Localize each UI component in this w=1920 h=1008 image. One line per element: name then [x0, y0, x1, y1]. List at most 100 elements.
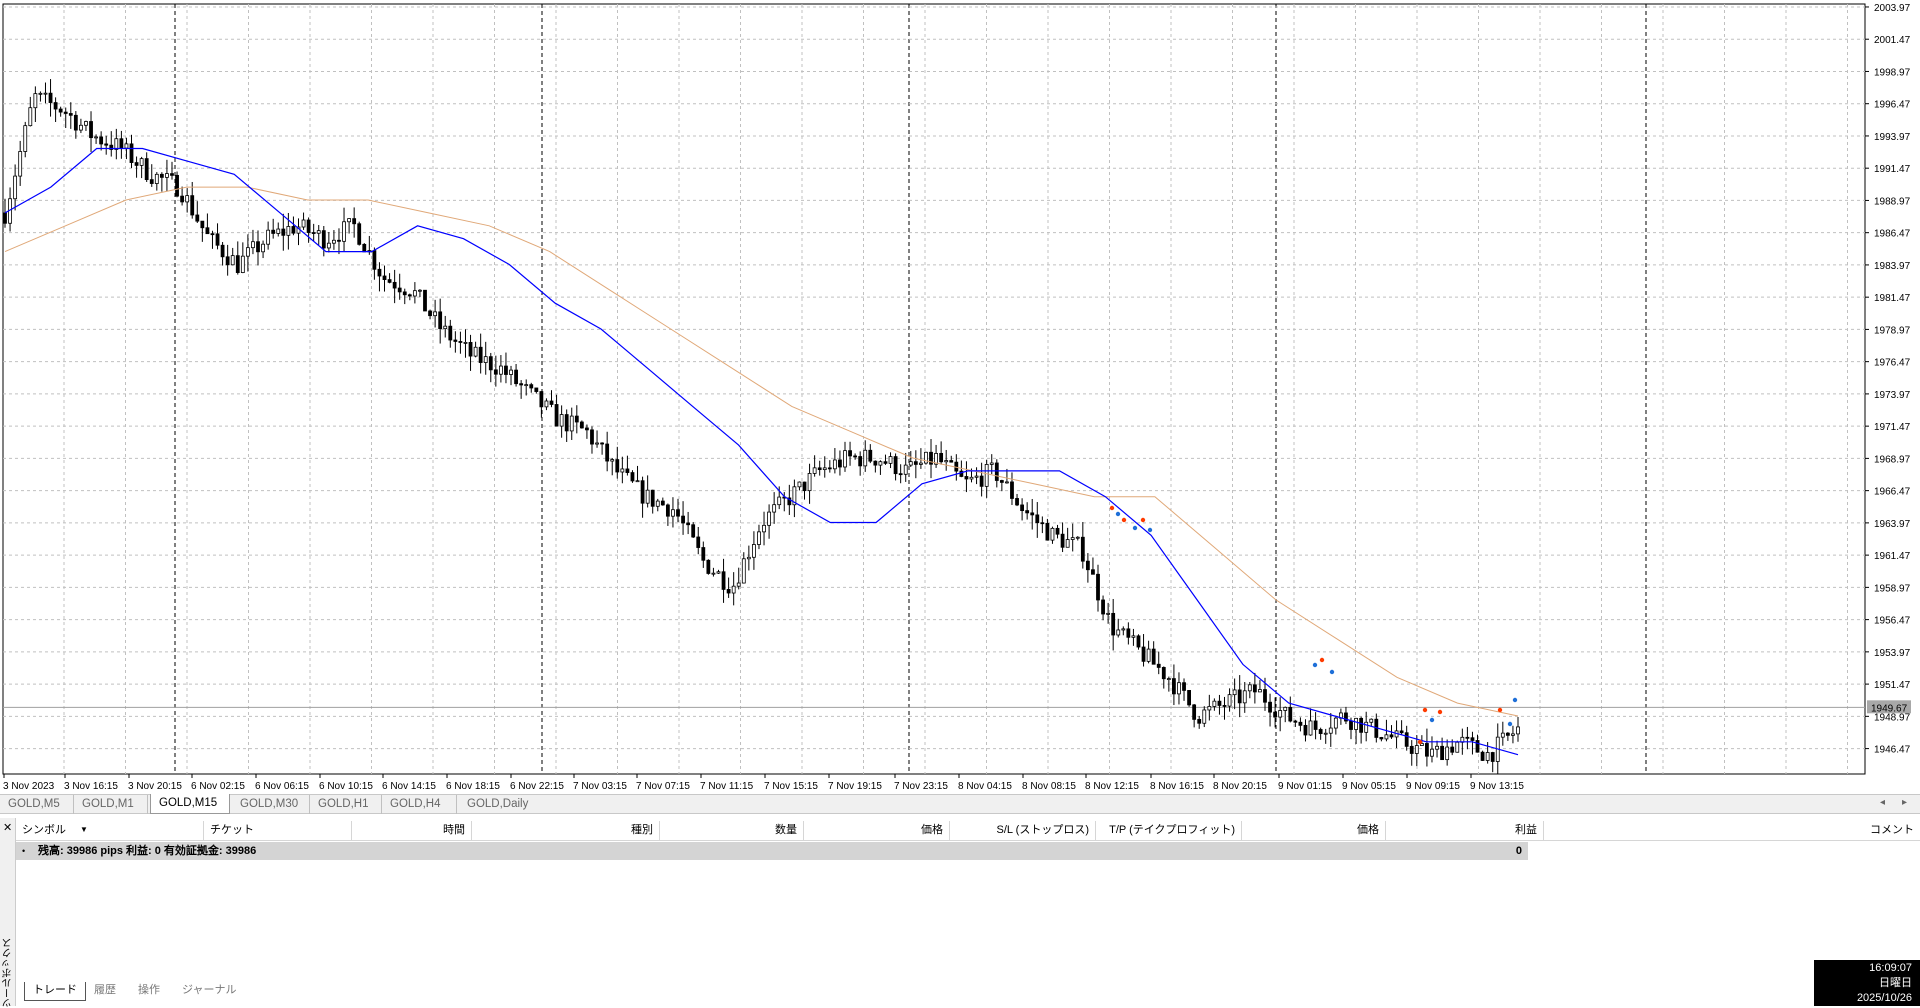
- trade-marker: [1115, 511, 1121, 517]
- candle-body: [868, 449, 873, 462]
- close-icon[interactable]: ✕: [3, 822, 13, 834]
- candle-body: [1197, 718, 1202, 724]
- price-chart[interactable]: 2003.97 2001.47 1998.97 1996.47 1993.97 1991.…: [0, 0, 1920, 793]
- candle-body: [281, 228, 286, 236]
- candle-body: [397, 287, 402, 293]
- candle-body: [888, 456, 893, 464]
- candle-body: [483, 356, 488, 363]
- candle-body: [1516, 726, 1520, 735]
- candle-body: [347, 218, 351, 223]
- candle-body: [600, 442, 605, 445]
- candle-body: [812, 467, 817, 474]
- candle-body: [1369, 718, 1374, 723]
- tab-journal[interactable]: ジャーナル: [182, 984, 237, 996]
- candle-body: [883, 461, 888, 464]
- candle-body: [569, 415, 574, 432]
- candle-body: [1308, 720, 1313, 736]
- current-price-label: 1949.67: [1871, 703, 1908, 714]
- candle-body: [271, 229, 276, 234]
- candle-body: [579, 421, 584, 429]
- candle-body: [797, 481, 802, 488]
- chart-canvas[interactable]: 2003.97 2001.47 1998.97 1996.47 1993.97 1991.…: [0, 0, 1920, 793]
- candle-body: [1161, 667, 1166, 680]
- col-stop-loss[interactable]: S/L (ストップロス): [950, 821, 1096, 840]
- candle-body: [1035, 514, 1040, 524]
- candle-body: [934, 452, 938, 465]
- candle-body: [200, 220, 205, 229]
- current-price-box: [1867, 700, 1911, 714]
- col-price[interactable]: 価格: [804, 821, 950, 840]
- candle-body: [362, 243, 367, 253]
- col-take-profit[interactable]: T/P (テイクプロフィット): [1096, 821, 1242, 840]
- col-type[interactable]: 種別: [472, 821, 660, 840]
- tab-gold-m1[interactable]: GOLD,M1: [74, 795, 148, 814]
- candle-body: [493, 369, 498, 375]
- candle-body: [433, 311, 438, 317]
- candle-body: [822, 467, 827, 471]
- candle-body: [1030, 512, 1035, 516]
- price-axis-label: 1986.47: [1874, 229, 1911, 240]
- balance-profit: 0: [1515, 845, 1522, 857]
- candle-body: [635, 480, 640, 483]
- candle-body: [1303, 724, 1308, 736]
- candle-body: [1247, 684, 1252, 692]
- trade-marker: [1319, 657, 1325, 663]
- candle-body: [1141, 646, 1146, 662]
- candle-body: [1136, 635, 1141, 648]
- col-ticket[interactable]: チケット: [204, 821, 352, 840]
- candle-body: [1156, 663, 1161, 668]
- tab-gold-h1[interactable]: GOLD,H1: [310, 795, 382, 814]
- candle-body: [757, 531, 761, 545]
- candle-body: [1252, 684, 1257, 693]
- candle-body: [964, 476, 969, 480]
- price-axis-label: 1993.97: [1874, 132, 1911, 143]
- candle-body: [28, 107, 33, 127]
- scroll-right-icon[interactable]: ▸: [1902, 797, 1908, 808]
- time-axis-label: 6 Nov 06:15: [255, 781, 309, 792]
- tab-history[interactable]: 履歴: [94, 984, 116, 996]
- candle-body: [1399, 730, 1404, 734]
- candle-body: [240, 255, 245, 273]
- candle-body: [1025, 510, 1030, 514]
- candle-body: [863, 449, 868, 467]
- candle-body: [1283, 706, 1288, 711]
- candle-body: [686, 522, 691, 526]
- system-clock[interactable]: 16:09:07 日曜日 2025/10/26: [1814, 960, 1920, 1006]
- tab-operations[interactable]: 操作: [138, 984, 160, 996]
- ma-fast-line: [4, 147, 1519, 756]
- price-axis-label: 1988.97: [1874, 196, 1911, 207]
- candle-body: [660, 500, 665, 506]
- tab-gold-daily[interactable]: GOLD,Daily: [467, 798, 529, 810]
- candle-body: [792, 486, 797, 506]
- col-comment[interactable]: コメント: [1870, 824, 1914, 836]
- candle-body: [139, 158, 144, 166]
- candle-body: [149, 179, 154, 184]
- col-symbol[interactable]: シンボル ▼: [16, 821, 204, 840]
- candle-body: [195, 214, 200, 222]
- col-price-current[interactable]: 価格: [1242, 821, 1386, 840]
- candle-body: [144, 158, 149, 181]
- scroll-left-icon[interactable]: ◂: [1880, 797, 1886, 808]
- candle-body: [134, 162, 139, 166]
- candle-body: [908, 461, 913, 466]
- candle-body: [544, 400, 549, 408]
- candle-body: [1419, 743, 1424, 746]
- candle-body: [3, 212, 7, 224]
- candle-body: [650, 489, 655, 507]
- candle-body: [1101, 599, 1105, 615]
- time-axis-label: 6 Nov 18:15: [446, 781, 500, 792]
- col-profit[interactable]: 利益: [1386, 821, 1544, 840]
- balance-row[interactable]: • 残高: 39986 pips 利益: 0 有効証拠金: 39986 0: [16, 842, 1528, 860]
- tab-trade[interactable]: トレード: [24, 982, 86, 1001]
- tab-gold-m15[interactable]: GOLD,M15: [150, 794, 230, 814]
- col-volume[interactable]: 数量: [660, 821, 804, 840]
- tab-gold-m5[interactable]: GOLD,M5: [0, 795, 74, 814]
- candle-body: [488, 356, 493, 371]
- tab-gold-m30[interactable]: GOLD,M30: [232, 795, 310, 814]
- col-time[interactable]: 時間: [352, 821, 472, 840]
- tab-gold-h4[interactable]: GOLD,H4: [382, 795, 457, 814]
- candle-body: [671, 509, 675, 517]
- candle-body: [99, 136, 104, 145]
- plot-frame: [2, 3, 1866, 775]
- candle-body: [1288, 706, 1293, 722]
